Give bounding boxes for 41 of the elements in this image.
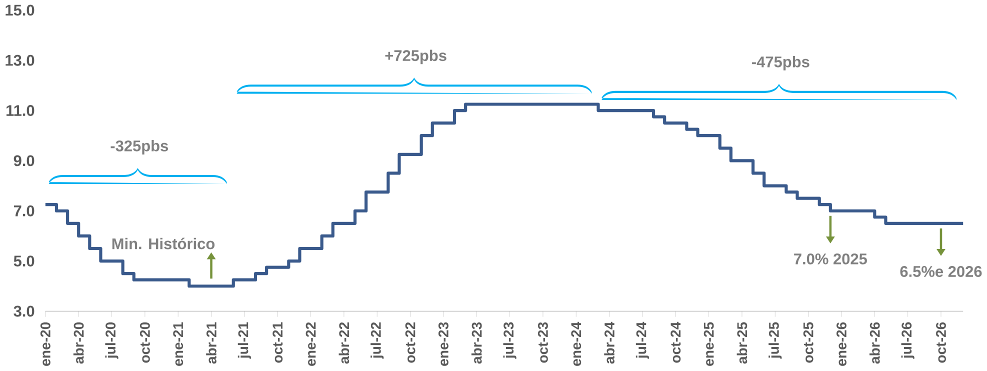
x-tick-label: jul-23 [503,322,516,359]
y-tick-label: 15.0 [6,4,34,16]
x-tick-label: abr-23 [471,322,482,364]
x-tick-label: oct-23 [538,322,548,363]
annotation: +725pbs [385,50,446,64]
x-tick-label: jul-25 [768,322,782,359]
annotation: Min. Histórico [112,238,215,250]
x-tick-label: oct-25 [803,322,814,363]
y-tick-label: 7.0 [14,205,34,216]
x-tick-label: abr-21 [206,322,216,364]
x-tick-label: abr-20 [73,322,84,364]
x-tick-label: abr-22 [338,322,350,364]
x-tick-label: oct-24 [670,322,681,363]
x-tick-label: ene-21 [173,322,184,366]
x-tick-label: ene-24 [571,322,582,366]
x-tick-label: jul-21 [238,322,251,359]
x-tick-label: oct-26 [936,322,946,363]
x-tick-label: jul-26 [901,322,914,359]
x-tick-label: jul-24 [636,322,650,359]
x-tick-label: ene-22 [306,322,316,366]
y-tick-label: 13.0 [6,54,34,66]
x-tick-label: abr-26 [869,322,880,364]
x-tick-label: ene-20 [40,322,50,366]
annotation: 6.5%e 2026 [900,266,982,277]
annotation: 7.0% 2025 [794,253,867,264]
x-tick-label: oct-20 [140,322,150,363]
x-tick-label: jul-20 [105,322,118,359]
x-tick-label: ene-25 [704,322,714,366]
y-tick-label: 5.0 [14,256,34,266]
x-tick-label: oct-22 [405,322,416,363]
y-tick-label: 9.0 [14,155,34,166]
y-tick-label: 3.0 [14,306,34,317]
x-tick-label: ene-26 [836,322,846,366]
x-tick-label: ene-23 [438,322,448,366]
annotation: -325pbs [110,140,168,154]
y-tick-label: 11.0 [6,105,34,116]
annotation: -475pbs [752,56,810,70]
x-tick-label: abr-25 [736,322,748,364]
x-tick-label: jul-22 [370,322,384,359]
x-tick-label: abr-24 [604,322,614,364]
x-tick-label: oct-21 [272,322,283,363]
